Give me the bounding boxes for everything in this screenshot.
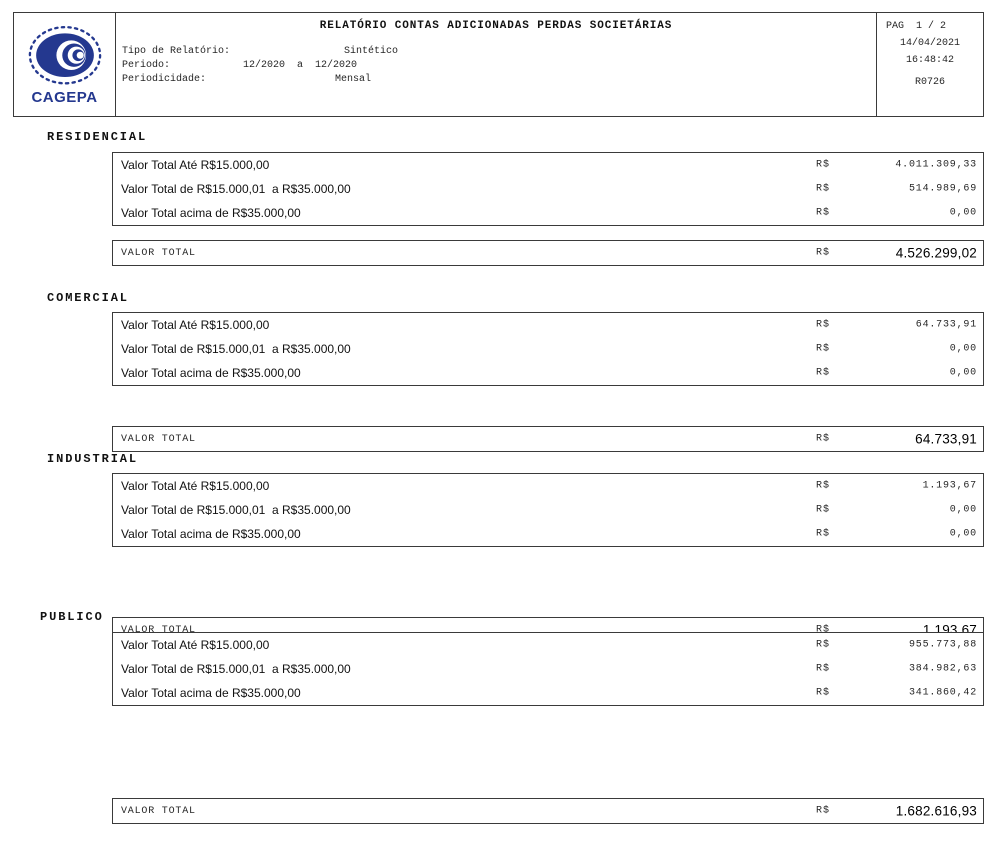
currency-symbol: R$: [816, 247, 831, 259]
section-title-residencial: RESIDENCIAL: [47, 130, 148, 144]
row-value: 0,00: [949, 367, 977, 379]
row-label: Valor Total acima de R$35.000,00: [121, 206, 301, 220]
table-publico: Valor Total Até R$15.000,00 R$ 955.773,8…: [112, 632, 984, 706]
total-box-publico: VALOR TOTAL R$ 1.682.616,93: [112, 798, 984, 824]
header-meta: PAG 1 / 2 14/04/2021 16:48:42 R0726: [876, 13, 983, 116]
row-label: Valor Total Até R$15.000,00: [121, 158, 270, 172]
section-title-comercial: COMERCIAL: [47, 291, 129, 305]
table-industrial: Valor Total Até R$15.000,00 R$ 1.193,67 …: [112, 473, 984, 547]
row-value: 514.989,69: [908, 183, 977, 195]
currency-symbol: R$: [816, 343, 831, 355]
table-row: Valor Total acima de R$35.000,00 R$ 0,00: [113, 201, 983, 225]
total-value: 64.733,91: [915, 431, 977, 447]
report-header: CAGEPA RELATÓRIO CONTAS ADICIONADAS PERD…: [13, 12, 984, 117]
currency-symbol: R$: [816, 663, 831, 675]
row-label: Valor Total de R$15.000,01 a R$35.000,00: [121, 503, 351, 517]
field-value-periodicidade: Mensal: [335, 74, 372, 85]
row-label: Valor Total de R$15.000,01 a R$35.000,00: [121, 342, 351, 356]
logo-wordmark: CAGEPA: [31, 89, 98, 106]
row-label: Valor Total Até R$15.000,00: [121, 638, 270, 652]
field-value-periodo: 12/2020 a 12/2020: [243, 60, 358, 71]
row-label: Valor Total acima de R$35.000,00: [121, 366, 301, 380]
table-comercial: Valor Total Até R$15.000,00 R$ 64.733,91…: [112, 312, 984, 386]
section-title-publico: PUBLICO: [40, 610, 104, 624]
total-label: VALOR TOTAL: [121, 433, 196, 445]
total-value: 4.526.299,02: [895, 245, 977, 261]
table-row: Valor Total Até R$15.000,00 R$ 955.773,8…: [113, 633, 983, 657]
currency-symbol: R$: [816, 159, 831, 171]
cagepa-logo-icon: [28, 25, 101, 85]
report-code: R0726: [914, 77, 945, 88]
table-row: Valor Total de R$15.000,01 a R$35.000,00…: [113, 177, 983, 201]
total-label: VALOR TOTAL: [121, 805, 196, 817]
row-value: 0,00: [949, 504, 977, 516]
row-value: 955.773,88: [908, 639, 977, 651]
currency-symbol: R$: [816, 480, 831, 492]
logo-cell: CAGEPA: [14, 13, 116, 116]
report-title: RELATÓRIO CONTAS ADICIONADAS PERDAS SOCI…: [319, 20, 673, 32]
table-row: Valor Total Até R$15.000,00 R$ 1.193,67: [113, 474, 983, 498]
table-row: Valor Total Até R$15.000,00 R$ 64.733,91: [113, 313, 983, 337]
header-center: RELATÓRIO CONTAS ADICIONADAS PERDAS SOCI…: [116, 13, 876, 116]
currency-symbol: R$: [816, 319, 831, 331]
currency-symbol: R$: [816, 805, 831, 817]
total-label: VALOR TOTAL: [121, 247, 196, 259]
currency-symbol: R$: [816, 528, 831, 540]
currency-symbol: R$: [816, 639, 831, 651]
currency-symbol: R$: [816, 207, 831, 219]
row-label: Valor Total acima de R$35.000,00: [121, 686, 301, 700]
table-row: Valor Total de R$15.000,01 a R$35.000,00…: [113, 337, 983, 361]
table-row: Valor Total Até R$15.000,00 R$ 4.011.309…: [113, 153, 983, 177]
table-row: Valor Total acima de R$35.000,00 R$ 341.…: [113, 681, 983, 705]
total-box-comercial: VALOR TOTAL R$ 64.733,91: [112, 426, 984, 452]
row-value: 341.860,42: [908, 687, 977, 699]
currency-symbol: R$: [816, 367, 831, 379]
row-value: 384.982,63: [908, 663, 977, 675]
table-row: Valor Total acima de R$35.000,00 R$ 0,00: [113, 522, 983, 546]
section-title-industrial: INDUSTRIAL: [47, 452, 139, 466]
total-box-residencial: VALOR TOTAL R$ 4.526.299,02: [112, 240, 984, 266]
table-row: Valor Total acima de R$35.000,00 R$ 0,00: [113, 361, 983, 385]
row-value: 0,00: [949, 528, 977, 540]
total-label: VALOR TOTAL: [121, 624, 196, 636]
field-label-tipo: Tipo de Relatório:: [122, 46, 231, 57]
row-value: 1.193,67: [922, 480, 977, 492]
report-date: 14/04/2021: [899, 38, 960, 49]
currency-symbol: R$: [816, 433, 831, 445]
field-value-tipo: Sintético: [344, 46, 399, 57]
row-value: 0,00: [949, 343, 977, 355]
currency-symbol: R$: [816, 183, 831, 195]
row-label: Valor Total Até R$15.000,00: [121, 318, 270, 332]
row-label: Valor Total de R$15.000,01 a R$35.000,00: [121, 182, 351, 196]
total-value: 1.682.616,93: [895, 803, 977, 819]
table-residencial: Valor Total Até R$15.000,00 R$ 4.011.309…: [112, 152, 984, 226]
row-label: Valor Total de R$15.000,01 a R$35.000,00: [121, 662, 351, 676]
table-row: Valor Total de R$15.000,01 a R$35.000,00…: [113, 657, 983, 681]
field-label-periodo: Periodo:: [122, 60, 171, 71]
row-value: 64.733,91: [915, 319, 977, 331]
field-label-periodicidade: Periodicidade:: [122, 74, 207, 85]
row-value: 4.011.309,33: [895, 159, 977, 171]
currency-symbol: R$: [816, 624, 831, 636]
table-row: Valor Total de R$15.000,01 a R$35.000,00…: [113, 498, 983, 522]
row-label: Valor Total acima de R$35.000,00: [121, 527, 301, 541]
row-value: 0,00: [949, 207, 977, 219]
page-number: PAG 1 / 2: [886, 21, 947, 32]
report-time: 16:48:42: [905, 55, 954, 66]
currency-symbol: R$: [816, 687, 831, 699]
currency-symbol: R$: [816, 504, 831, 516]
row-label: Valor Total Até R$15.000,00: [121, 479, 270, 493]
